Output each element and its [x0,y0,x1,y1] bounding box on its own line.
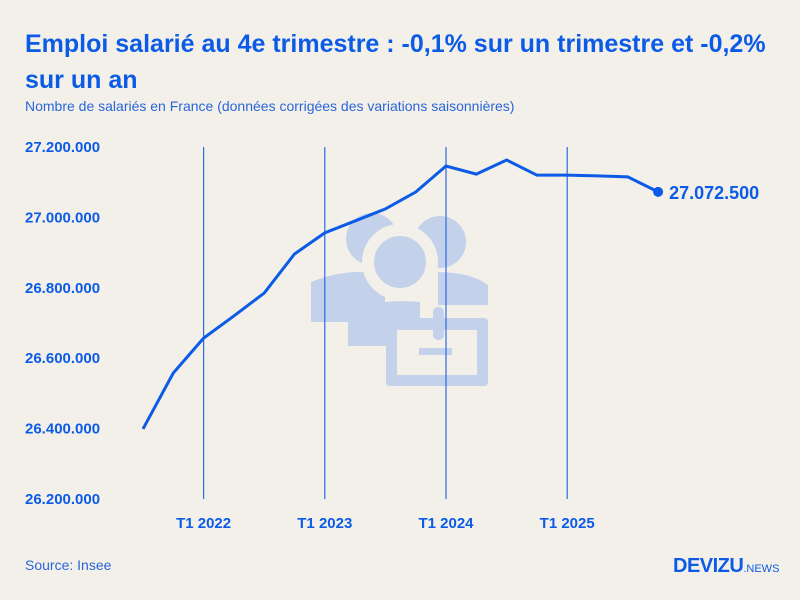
last-value-label: 27.072.500 [669,183,759,203]
y-tick-label: 26.800.000 [25,280,100,297]
logo-main: DEVIZU [673,555,744,577]
y-tick-label: 27.200.000 [25,139,100,156]
x-tick-label: T1 2025 [540,515,595,532]
y-tick-label: 27.000.000 [25,209,100,226]
chart-subtitle: Nombre de salariés en France (données co… [25,98,515,114]
x-tick-label: T1 2023 [297,515,352,532]
chart-title: Emploi salarié au 4e trimestre : -0,1% s… [25,30,766,94]
y-tick-label: 26.200.000 [25,491,100,508]
devizu-logo[interactable]: DEVIZU.NEWS [673,555,779,578]
last-data-point [653,186,664,197]
x-tick-label: T1 2022 [176,515,231,532]
source-note: Source: Insee [25,557,112,573]
series-line [141,158,659,430]
watermark-people-briefcase-icon [311,213,488,386]
y-tick-label: 26.400.000 [25,421,100,438]
y-tick-label: 26.600.000 [25,350,100,367]
logo-suffix: .NEWS [743,563,780,575]
x-tick-label: T1 2024 [418,515,474,532]
